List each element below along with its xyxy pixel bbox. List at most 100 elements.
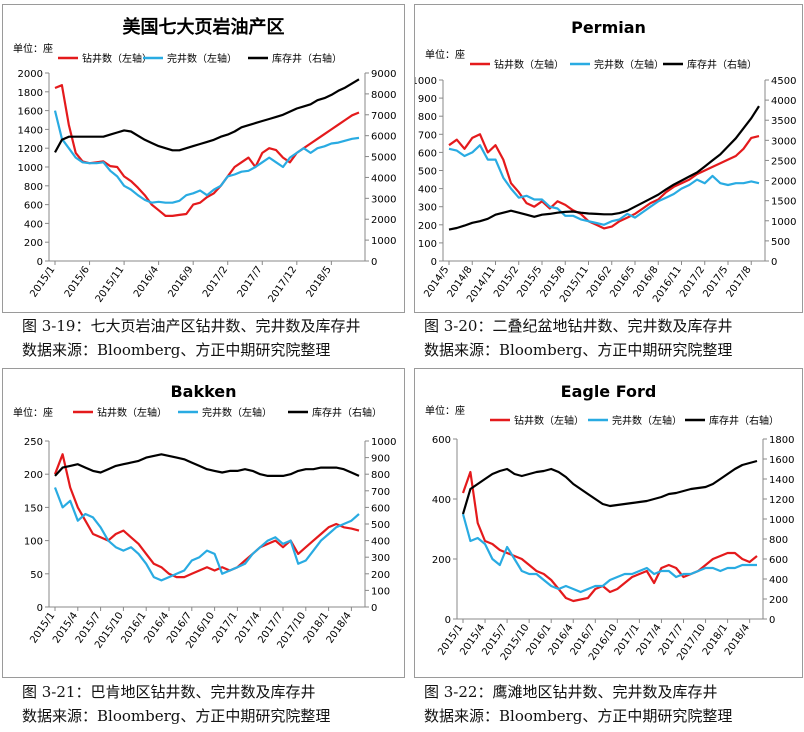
right-tick-label: 1000 — [771, 217, 796, 228]
left-tick-label: 600 — [24, 201, 43, 212]
series-line-2 — [461, 459, 758, 515]
right-tick-label: 700 — [371, 487, 390, 498]
x-tick-label: 2015/6 — [63, 264, 92, 299]
unit-label: 单位：座 — [425, 404, 465, 417]
left-tick-label: 400 — [24, 219, 43, 230]
right-tick-label: 7000 — [371, 111, 396, 122]
left-tick-label: 200 — [24, 470, 43, 481]
right-tick-label: 600 — [371, 503, 390, 514]
series-line-1 — [461, 513, 757, 594]
caption-source: 数据来源：Bloomberg、方正中期研究院整理 — [424, 341, 733, 359]
right-tick-label: 800 — [371, 470, 390, 481]
chart-title: Eagle Ford — [561, 382, 657, 401]
right-tick-label: 600 — [769, 555, 788, 566]
chart-panel-permian: Permian 单位：座 钻井数（左轴） 完井数（左轴） 库存井（右轴） 0 100 200 3… — [414, 4, 803, 313]
caption-title: 图 3-21：巴肯地区钻井数、完井数及库存井 — [22, 683, 316, 701]
unit-label: 单位：座 — [425, 48, 465, 61]
x-tick-label: 2018/5 — [305, 264, 334, 299]
series-line-1 — [53, 487, 360, 582]
right-tick-label: 0 — [371, 257, 377, 268]
right-tick-label: 2000 — [771, 177, 796, 188]
left-tick-label: 900 — [418, 94, 437, 105]
legend-label-0: 钻井数（左轴） — [514, 414, 584, 427]
caption-source: 数据来源：Bloomberg、方正中期研究院整理 — [22, 341, 331, 359]
series-line-1 — [448, 144, 760, 226]
caption-title: 图 3-20：二叠纪盆地钻井数、完井数及库存井 — [424, 317, 733, 335]
right-tick-label: 4500 — [771, 76, 796, 87]
x-tick-label: 2017/12 — [266, 264, 299, 304]
right-tick-label: 8000 — [371, 90, 396, 101]
right-tick-label: 500 — [771, 237, 790, 248]
left-tick-label: 2000 — [18, 69, 43, 80]
left-tick-label: 400 — [432, 495, 451, 506]
left-tick-label: 1600 — [18, 107, 43, 118]
legend-label-2: 库存井（右轴） — [312, 406, 382, 419]
right-tick-label: 1000 — [371, 236, 396, 247]
right-tick-label: 4000 — [771, 96, 796, 107]
x-tick-label: 2017/2 — [201, 264, 230, 299]
left-tick-label: 1000 — [18, 163, 43, 174]
figure-caption-3-21: 图 3-21：巴肯地区钻井数、完井数及库存井 数据来源：Bloomberg、方正… — [22, 680, 330, 728]
series-line-2 — [54, 78, 360, 153]
figure-caption-3-20: 图 3-20：二叠纪盆地钻井数、完井数及库存井 数据来源：Bloomberg、方… — [424, 314, 732, 362]
right-tick-label: 5000 — [371, 153, 396, 164]
legend-label-2: 库存井（右轴） — [709, 414, 779, 427]
right-tick-label: 1500 — [771, 197, 796, 208]
right-tick-label: 900 — [371, 454, 390, 465]
chart-svg-2: Bakken 单位：座 钻井数（左轴） 完井数（左轴） 库存井（右轴） 0 50 100 150… — [13, 382, 396, 651]
series-line-2 — [448, 105, 760, 231]
caption-source: 数据来源：Bloomberg、方正中期研究院整理 — [424, 707, 733, 725]
chart-title: Bakken — [170, 382, 236, 401]
right-tick-label: 0 — [769, 615, 775, 626]
unit-label: 单位：座 — [13, 406, 53, 419]
left-tick-label: 800 — [24, 182, 43, 193]
right-tick-label: 4000 — [371, 173, 396, 184]
series-line-0 — [53, 453, 360, 579]
right-tick-label: 1800 — [769, 435, 794, 446]
right-tick-label: 1200 — [769, 495, 794, 506]
legend-label-2: 库存井（右轴） — [687, 58, 757, 71]
x-tick-label: 2016/9 — [166, 264, 195, 299]
series-line-0 — [54, 84, 360, 217]
left-tick-label: 500 — [418, 167, 437, 178]
left-tick-label: 200 — [432, 555, 451, 566]
left-tick-label: 1000 — [415, 76, 437, 87]
left-tick-label: 1800 — [18, 88, 43, 99]
right-tick-label: 400 — [371, 537, 390, 548]
left-tick-label: 200 — [418, 221, 437, 232]
left-tick-label: 0 — [445, 615, 451, 626]
right-tick-label: 300 — [371, 553, 390, 564]
x-tick-label: 2015/1 — [28, 264, 57, 299]
left-tick-label: 200 — [24, 238, 43, 249]
series-line-2 — [54, 453, 360, 478]
x-tick-label: 2017/7 — [236, 264, 265, 299]
legend-label-1: 完井数（左轴） — [612, 414, 682, 427]
left-tick-label: 1200 — [18, 144, 43, 155]
right-tick-label: 1400 — [769, 475, 794, 486]
series-line-0 — [448, 133, 760, 230]
legend-label-0: 钻井数（左轴） — [97, 406, 167, 419]
x-tick-label: 2016/4 — [132, 264, 161, 299]
left-tick-label: 600 — [432, 435, 451, 446]
caption-source: 数据来源：Bloomberg、方正中期研究院整理 — [22, 707, 331, 725]
right-tick-label: 3000 — [371, 194, 396, 205]
left-tick-label: 1400 — [18, 125, 43, 136]
chart-panel-bakken: Bakken 单位：座 钻井数（左轴） 完井数（左轴） 库存井（右轴） 0 50 100 150… — [2, 368, 405, 678]
x-tick-label: 2015/11 — [94, 264, 127, 304]
left-tick-label: 800 — [418, 112, 437, 123]
chart-panel-eagle-ford: Eagle Ford 单位：座钻井数（左轴） 完井数（左轴） 库存井（右轴） 0 200 4… — [414, 368, 803, 678]
left-tick-label: 600 — [418, 148, 437, 159]
right-tick-label: 1000 — [769, 515, 794, 526]
left-tick-label: 0 — [37, 603, 43, 614]
legend-label-1: 完井数（左轴） — [167, 52, 237, 65]
figure-caption-3-22: 图 3-22：鹰滩地区钻井数、完井数及库存井 数据来源：Bloomberg、方正… — [424, 680, 732, 728]
left-tick-label: 300 — [418, 203, 437, 214]
right-tick-label: 200 — [371, 570, 390, 581]
series-line-1 — [53, 110, 360, 204]
series-line-0 — [461, 470, 758, 603]
right-tick-label: 9000 — [371, 69, 396, 80]
legend-label-2: 库存井（右轴） — [272, 52, 342, 65]
chart-title: Permian — [571, 18, 646, 37]
right-tick-label: 100 — [371, 586, 390, 597]
